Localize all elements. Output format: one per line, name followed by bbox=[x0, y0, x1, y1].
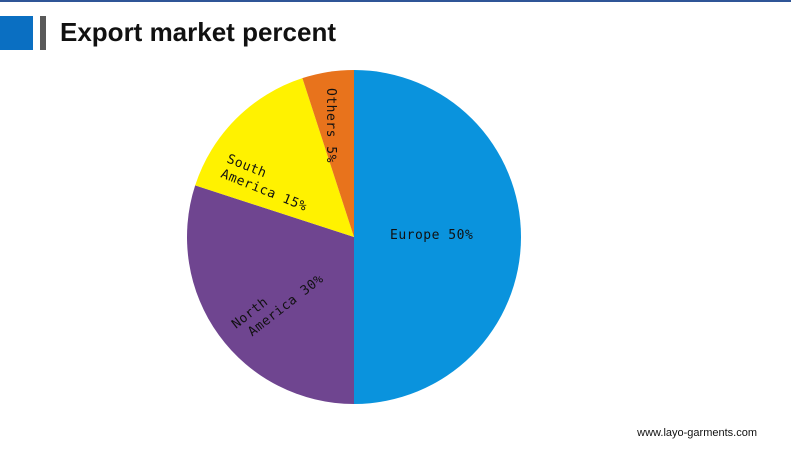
slice-label: Europe 50% bbox=[390, 228, 473, 243]
footer: www.layo-garments.com bbox=[636, 427, 757, 439]
slice-label: Others 5% bbox=[323, 88, 338, 163]
pie-slice bbox=[195, 78, 354, 238]
header-block bbox=[0, 16, 33, 50]
top-rule bbox=[0, 0, 791, 2]
slice-label-line: Europe 50% bbox=[390, 228, 473, 243]
pie bbox=[186, 70, 521, 404]
slice-label-line: Others 5% bbox=[323, 88, 338, 163]
header-bar bbox=[40, 16, 46, 50]
pie-slice bbox=[302, 70, 354, 237]
pie-slice bbox=[354, 70, 521, 404]
pie-slice bbox=[186, 185, 354, 404]
chart-title: Export market percent bbox=[60, 17, 336, 47]
